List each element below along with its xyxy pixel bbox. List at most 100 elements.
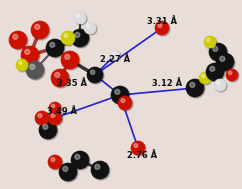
- Circle shape: [17, 60, 29, 72]
- Circle shape: [49, 112, 63, 126]
- Circle shape: [90, 70, 95, 74]
- Circle shape: [61, 31, 75, 45]
- Circle shape: [118, 96, 132, 110]
- Circle shape: [87, 67, 103, 83]
- Circle shape: [64, 34, 68, 37]
- Circle shape: [76, 14, 80, 18]
- Circle shape: [87, 24, 90, 28]
- Circle shape: [27, 62, 45, 80]
- Circle shape: [10, 32, 28, 50]
- Circle shape: [217, 81, 220, 85]
- Circle shape: [48, 111, 62, 125]
- Circle shape: [26, 61, 44, 79]
- Circle shape: [199, 72, 211, 84]
- Circle shape: [71, 151, 89, 169]
- Circle shape: [40, 122, 58, 140]
- Circle shape: [216, 53, 234, 71]
- Circle shape: [204, 36, 216, 48]
- Circle shape: [134, 144, 138, 147]
- Circle shape: [111, 51, 121, 61]
- Circle shape: [190, 82, 195, 87]
- Circle shape: [186, 79, 204, 97]
- Circle shape: [187, 80, 205, 98]
- Circle shape: [51, 158, 55, 162]
- Circle shape: [36, 112, 50, 126]
- Circle shape: [209, 43, 227, 61]
- Circle shape: [110, 50, 120, 60]
- Circle shape: [217, 54, 235, 72]
- Circle shape: [61, 51, 79, 69]
- Circle shape: [49, 102, 61, 114]
- Circle shape: [88, 68, 104, 84]
- Circle shape: [35, 111, 49, 125]
- Circle shape: [19, 61, 22, 65]
- Circle shape: [31, 21, 49, 39]
- Circle shape: [48, 155, 62, 169]
- Circle shape: [46, 39, 64, 57]
- Circle shape: [111, 86, 129, 104]
- Circle shape: [206, 63, 224, 81]
- Circle shape: [51, 114, 55, 118]
- Circle shape: [132, 142, 146, 156]
- Circle shape: [158, 24, 162, 28]
- Circle shape: [202, 74, 205, 77]
- Circle shape: [47, 40, 65, 58]
- Circle shape: [75, 32, 80, 37]
- Circle shape: [226, 69, 238, 81]
- Circle shape: [213, 46, 218, 51]
- Circle shape: [38, 114, 42, 118]
- Circle shape: [228, 71, 232, 75]
- Circle shape: [210, 44, 228, 62]
- Circle shape: [13, 34, 18, 39]
- Circle shape: [220, 56, 225, 61]
- Circle shape: [206, 38, 210, 42]
- Circle shape: [205, 37, 217, 49]
- Circle shape: [112, 87, 130, 105]
- Circle shape: [60, 164, 78, 182]
- Circle shape: [74, 12, 86, 24]
- Circle shape: [39, 121, 57, 139]
- Circle shape: [72, 152, 90, 170]
- Text: 3.49 Å: 3.49 Å: [47, 108, 77, 116]
- Circle shape: [155, 21, 169, 35]
- Circle shape: [43, 124, 48, 129]
- Circle shape: [32, 22, 50, 40]
- Circle shape: [121, 99, 125, 102]
- Circle shape: [112, 52, 115, 55]
- Circle shape: [115, 89, 120, 94]
- Circle shape: [16, 59, 28, 71]
- Circle shape: [214, 79, 226, 91]
- Circle shape: [65, 54, 70, 59]
- Circle shape: [62, 32, 76, 46]
- Circle shape: [207, 64, 225, 82]
- Circle shape: [85, 23, 97, 35]
- Circle shape: [72, 30, 90, 48]
- Circle shape: [84, 22, 96, 34]
- Text: 3.12 Å: 3.12 Å: [152, 78, 182, 88]
- Circle shape: [50, 103, 62, 115]
- Circle shape: [210, 66, 215, 71]
- Circle shape: [63, 166, 68, 171]
- Circle shape: [49, 156, 63, 170]
- Circle shape: [22, 47, 40, 65]
- Circle shape: [75, 13, 87, 25]
- Text: 2.27 Å: 2.27 Å: [100, 56, 130, 64]
- Circle shape: [25, 49, 30, 54]
- Circle shape: [75, 154, 80, 159]
- Circle shape: [215, 80, 227, 92]
- Circle shape: [55, 72, 60, 77]
- Circle shape: [156, 22, 170, 36]
- Text: 3.35 Å: 3.35 Å: [57, 78, 87, 88]
- Circle shape: [91, 161, 109, 179]
- Circle shape: [92, 162, 110, 180]
- Circle shape: [30, 64, 35, 69]
- Circle shape: [52, 70, 70, 88]
- Circle shape: [227, 70, 239, 82]
- Circle shape: [95, 164, 100, 169]
- Circle shape: [131, 141, 145, 155]
- Circle shape: [119, 97, 133, 111]
- Circle shape: [51, 69, 69, 87]
- Text: 2.76 Å: 2.76 Å: [127, 150, 157, 160]
- Circle shape: [52, 104, 55, 108]
- Circle shape: [71, 29, 89, 47]
